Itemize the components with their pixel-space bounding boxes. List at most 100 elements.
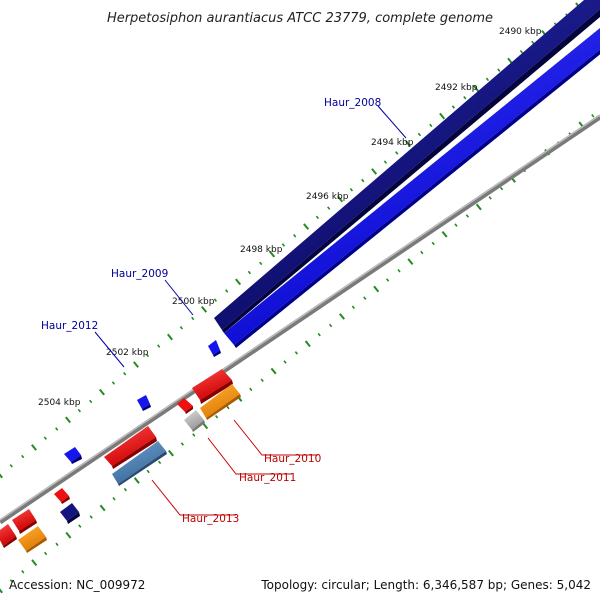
- minor-tick: [363, 296, 367, 300]
- gene-label-haur-2010[interactable]: Haur_2010: [264, 453, 321, 465]
- minor-tick: [145, 353, 150, 358]
- gene-feature-orange-1[interactable]: [200, 384, 241, 420]
- minor-tick: [454, 223, 458, 227]
- minor-tick: [214, 415, 219, 419]
- tick-label: 2492 kbp: [435, 83, 478, 93]
- minor-tick: [591, 114, 595, 118]
- gene-feature-small-forward-2[interactable]: [137, 395, 151, 411]
- gene-feature-haur-2008[interactable]: [214, 0, 600, 333]
- minor-tick: [327, 206, 331, 210]
- gene-label-haur-2011[interactable]: Haur_2011: [239, 472, 296, 484]
- callout-line: [207, 437, 292, 475]
- minor-tick: [349, 188, 354, 192]
- minor-tick: [43, 436, 48, 440]
- gene-feature-large-red[interactable]: [104, 426, 157, 469]
- minor-tick: [55, 542, 59, 547]
- gene-feature-orange-2[interactable]: [18, 526, 47, 553]
- gene-feature-small-reverse-2[interactable]: [54, 488, 70, 504]
- major-tick: [407, 258, 414, 266]
- gene-label-haur-2013[interactable]: Haur_2013: [182, 513, 239, 525]
- minor-tick: [89, 399, 93, 404]
- gene-feature-haur-2010[interactable]: [192, 369, 233, 404]
- major-tick: [99, 388, 105, 396]
- major-tick: [270, 367, 277, 375]
- gene-label-haur-2008[interactable]: Haur_2008: [324, 97, 381, 109]
- major-tick: [339, 313, 345, 320]
- minor-tick: [249, 387, 253, 392]
- minor-tick: [21, 454, 25, 459]
- minor-tick: [397, 269, 401, 273]
- minor-tick: [351, 305, 356, 309]
- tick-label: 2496 kbp: [306, 192, 349, 202]
- minor-tick: [328, 323, 333, 328]
- major-tick: [31, 559, 38, 567]
- minor-tick: [260, 378, 264, 382]
- major-tick: [0, 473, 3, 479]
- minor-tick: [55, 427, 59, 431]
- accession-text: Accession: NC_009972: [9, 578, 146, 592]
- tick-row-inner: [0, 114, 595, 594]
- gene-feature-haur-2012[interactable]: [64, 447, 82, 464]
- minor-tick: [146, 469, 150, 474]
- minor-tick: [225, 289, 229, 293]
- minor-tick: [213, 298, 218, 302]
- minor-tick: [497, 68, 501, 72]
- minor-tick: [429, 123, 433, 128]
- callout-line: [151, 479, 236, 516]
- minor-tick: [395, 151, 399, 155]
- gene-feature-small-forward-4[interactable]: [60, 503, 80, 524]
- minor-tick: [89, 515, 93, 519]
- gene-feature-small-forward-1[interactable]: [208, 340, 221, 357]
- major-tick: [441, 230, 448, 238]
- major-tick: [0, 588, 3, 594]
- minor-tick: [157, 460, 162, 465]
- gene-feature-haur-2009[interactable]: [224, 28, 600, 348]
- tick-label: 2494 kbp: [371, 138, 414, 148]
- major-tick: [303, 223, 310, 230]
- minor-tick: [111, 381, 116, 385]
- major-tick: [31, 444, 37, 451]
- gene-feature-red-edge-1[interactable]: [12, 509, 37, 534]
- minor-tick: [465, 214, 470, 218]
- gene-feature-haur-2011[interactable]: [184, 410, 205, 432]
- major-tick: [201, 306, 208, 313]
- minor-tick: [123, 487, 128, 492]
- minor-tick: [112, 497, 116, 501]
- major-tick: [133, 477, 140, 484]
- major-tick: [167, 333, 173, 341]
- major-tick: [269, 250, 276, 258]
- minor-tick: [77, 408, 82, 413]
- major-tick: [133, 361, 139, 368]
- minor-tick: [531, 40, 535, 45]
- major-tick: [65, 416, 71, 424]
- minor-tick: [361, 178, 365, 183]
- minor-tick: [420, 250, 424, 255]
- minor-tick: [385, 278, 390, 282]
- major-tick: [473, 85, 480, 92]
- tick-row-outer: [0, 2, 582, 479]
- major-tick: [99, 504, 106, 512]
- minor-tick: [519, 49, 524, 54]
- minor-tick: [226, 405, 230, 410]
- gene-feature-red-edge-2[interactable]: [0, 524, 17, 548]
- major-tick: [439, 112, 446, 120]
- major-tick: [405, 140, 412, 148]
- minor-tick: [9, 464, 13, 468]
- callout-line: [233, 419, 318, 456]
- minor-tick: [317, 332, 321, 337]
- minor-tick: [43, 551, 48, 556]
- gene-label-haur-2009[interactable]: Haur_2009: [111, 268, 168, 280]
- minor-tick: [294, 351, 299, 355]
- tick-label: 2504 kbp: [38, 398, 81, 408]
- gene-feature-small-reverse-1[interactable]: [177, 398, 193, 414]
- major-tick: [373, 285, 380, 293]
- gene-label-haur-2012[interactable]: Haur_2012: [41, 320, 98, 332]
- minor-tick: [123, 372, 127, 376]
- minor-tick: [315, 215, 320, 220]
- minor-tick: [383, 160, 388, 164]
- minor-tick: [247, 270, 252, 275]
- gene-feature-haur-2013[interactable]: [112, 441, 167, 486]
- genome-backbone-highlight: [0, 114, 600, 521]
- minor-tick: [78, 524, 82, 528]
